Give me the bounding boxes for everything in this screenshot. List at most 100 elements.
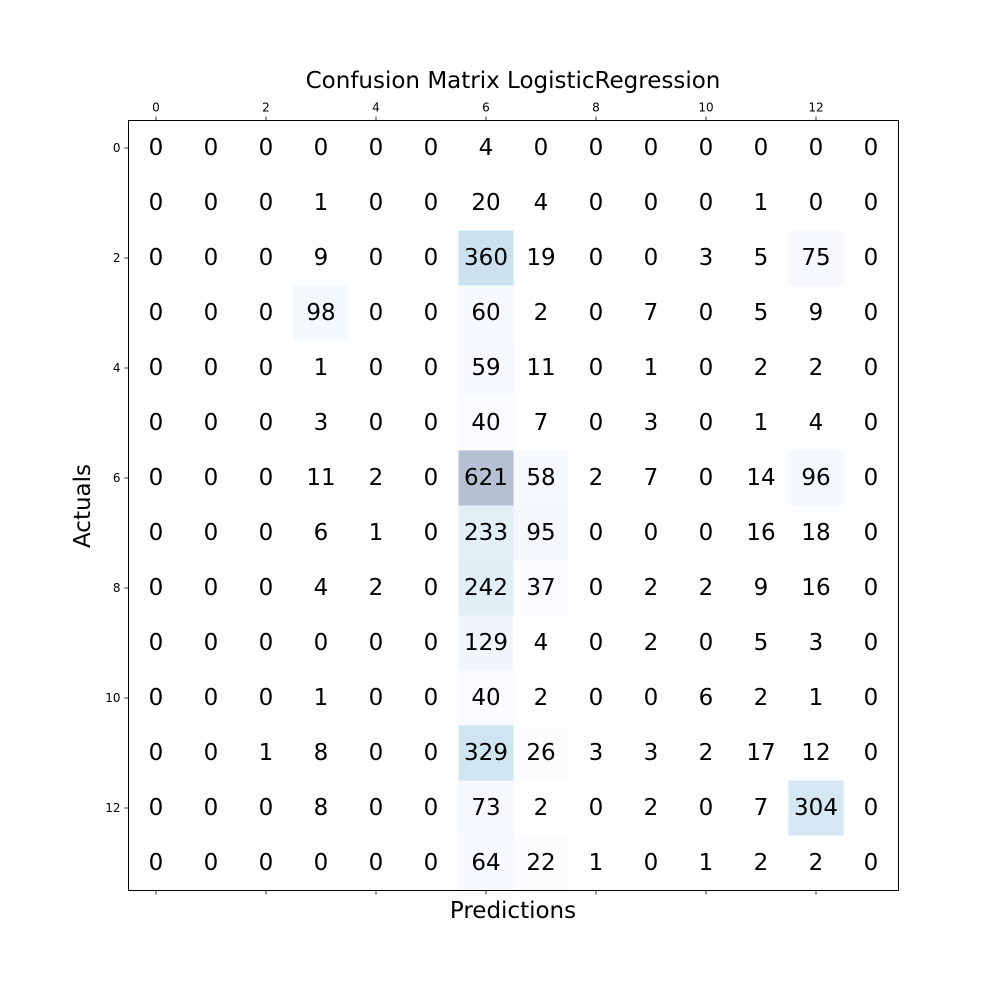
cell-6-10 — [678, 450, 734, 506]
cell-value-13-3: 0 — [314, 850, 329, 876]
cell-value-8-1: 0 — [204, 575, 219, 601]
cell-7-10 — [678, 505, 734, 561]
cell-5-11 — [733, 395, 789, 451]
x-tick-label-0: 0 — [152, 101, 160, 115]
x-tick-label-2: 2 — [262, 101, 270, 115]
cell-value-6-12: 96 — [801, 465, 830, 491]
cell-value-6-1: 0 — [204, 465, 219, 491]
cell-value-1-0: 0 — [149, 190, 164, 216]
cell-10-1 — [183, 670, 239, 726]
cell-6-5 — [403, 450, 459, 506]
cell-9-3 — [293, 615, 349, 671]
cell-11-8 — [568, 725, 624, 781]
cell-9-13 — [843, 615, 899, 671]
cell-value-9-6: 129 — [464, 630, 508, 656]
cell-7-9 — [623, 505, 679, 561]
cell-11-11 — [733, 725, 789, 781]
cell-value-3-3: 98 — [306, 300, 335, 326]
cell-value-8-7: 37 — [526, 575, 555, 601]
cell-value-12-13: 0 — [864, 795, 879, 821]
cell-value-3-1: 0 — [204, 300, 219, 326]
cell-8-5 — [403, 560, 459, 616]
cell-1-8 — [568, 175, 624, 231]
cell-2-4 — [348, 230, 404, 286]
cell-value-10-7: 2 — [534, 685, 549, 711]
cell-value-5-9: 3 — [644, 410, 659, 436]
cell-12-2 — [238, 780, 294, 836]
cell-7-13 — [843, 505, 899, 561]
cell-value-0-6: 4 — [479, 135, 494, 161]
cell-value-6-11: 14 — [746, 465, 775, 491]
cell-12-5 — [403, 780, 459, 836]
cell-value-12-2: 0 — [259, 795, 274, 821]
x-tick-label-6: 6 — [482, 101, 490, 115]
cell-value-2-5: 0 — [424, 245, 439, 271]
cell-4-3 — [293, 340, 349, 396]
cell-value-2-12: 75 — [801, 245, 830, 271]
cell-3-7 — [513, 285, 569, 341]
cell-9-11 — [733, 615, 789, 671]
cell-8-1 — [183, 560, 239, 616]
cell-13-3 — [293, 835, 349, 891]
cell-value-11-2: 1 — [259, 740, 274, 766]
cell-value-12-4: 0 — [369, 795, 384, 821]
cell-12-9 — [623, 780, 679, 836]
cell-0-9 — [623, 120, 679, 176]
cell-value-6-9: 7 — [644, 465, 659, 491]
cell-13-13 — [843, 835, 899, 891]
cell-3-3 — [293, 285, 349, 341]
cell-13-12 — [788, 835, 844, 891]
cell-1-4 — [348, 175, 404, 231]
cell-10-2 — [238, 670, 294, 726]
cell-value-5-1: 0 — [204, 410, 219, 436]
cell-value-7-10: 0 — [699, 520, 714, 546]
cell-1-1 — [183, 175, 239, 231]
cell-value-7-13: 0 — [864, 520, 879, 546]
cell-value-7-6: 233 — [464, 520, 508, 546]
cell-value-11-0: 0 — [149, 740, 164, 766]
cell-1-6 — [458, 175, 514, 231]
cell-value-4-9: 1 — [644, 355, 659, 381]
cell-6-2 — [238, 450, 294, 506]
cell-value-10-9: 0 — [644, 685, 659, 711]
cell-value-7-7: 95 — [526, 520, 555, 546]
cell-5-6 — [458, 395, 514, 451]
cell-value-8-2: 0 — [259, 575, 274, 601]
cell-5-3 — [293, 395, 349, 451]
cell-value-10-0: 0 — [149, 685, 164, 711]
cell-2-0 — [128, 230, 184, 286]
cell-value-7-2: 0 — [259, 520, 274, 546]
cell-value-1-11: 1 — [754, 190, 769, 216]
cell-value-9-8: 0 — [589, 630, 604, 656]
cell-value-9-11: 5 — [754, 630, 769, 656]
cell-value-10-11: 2 — [754, 685, 769, 711]
cell-value-6-6: 621 — [464, 465, 508, 491]
cell-4-6 — [458, 340, 514, 396]
cell-value-5-4: 0 — [369, 410, 384, 436]
cell-11-10 — [678, 725, 734, 781]
cell-value-12-10: 0 — [699, 795, 714, 821]
cell-value-13-6: 64 — [471, 850, 500, 876]
cell-value-3-7: 2 — [534, 300, 549, 326]
cell-3-9 — [623, 285, 679, 341]
cell-1-3 — [293, 175, 349, 231]
cell-value-13-1: 0 — [204, 850, 219, 876]
y-tick-label-10: 10 — [105, 691, 120, 705]
cell-value-7-3: 6 — [314, 520, 329, 546]
y-tick-label-6: 6 — [113, 471, 121, 485]
cell-8-6 — [458, 560, 514, 616]
y-axis-label: Actuals — [70, 464, 96, 548]
cell-value-2-7: 19 — [526, 245, 555, 271]
cell-6-11 — [733, 450, 789, 506]
cell-value-2-4: 0 — [369, 245, 384, 271]
cell-4-12 — [788, 340, 844, 396]
cell-11-9 — [623, 725, 679, 781]
cell-value-4-3: 1 — [314, 355, 329, 381]
cell-13-10 — [678, 835, 734, 891]
x-tick-label-4: 4 — [372, 101, 380, 115]
cell-value-1-13: 0 — [864, 190, 879, 216]
cell-13-8 — [568, 835, 624, 891]
cell-3-8 — [568, 285, 624, 341]
cell-value-5-0: 0 — [149, 410, 164, 436]
cell-9-2 — [238, 615, 294, 671]
